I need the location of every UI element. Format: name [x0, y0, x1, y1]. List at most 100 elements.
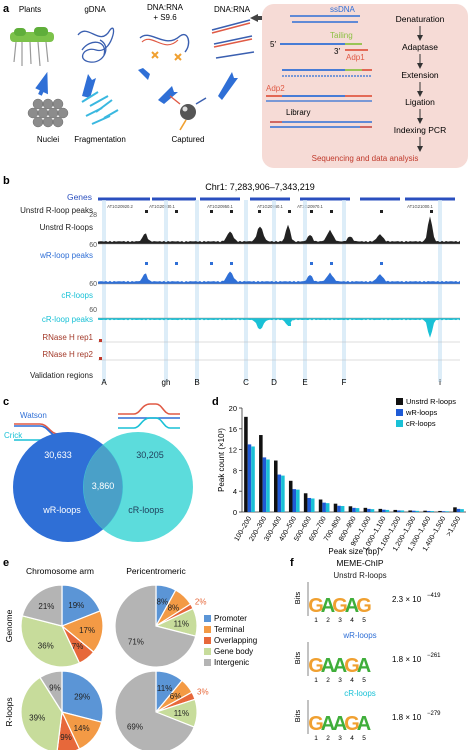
gene-name: AT1G20960.1 — [257, 204, 283, 209]
bar — [251, 446, 255, 512]
pie-slice-label: 8% — [168, 603, 180, 612]
track-label: RNase H rep2 — [42, 350, 93, 359]
motif-position: 3 — [338, 617, 342, 624]
strand-diagram-right — [118, 403, 180, 429]
pie-slice-label: 71% — [128, 638, 144, 647]
panel-f-label: f — [290, 557, 294, 569]
pie-slice-label: 3% — [197, 688, 209, 697]
bar — [400, 510, 405, 512]
bar — [348, 506, 353, 512]
plant-illustration — [10, 27, 54, 67]
peak-marker — [175, 210, 178, 213]
step-s96: + S9.6 — [153, 13, 177, 22]
gene-track: AT1G20920.2 AT1G20930.1 AT1G20950.1 AT1G209… — [98, 197, 455, 209]
motif-letter: A — [321, 655, 335, 677]
motif-position: 4 — [350, 617, 354, 624]
library-ssdna: ssDNA — [330, 5, 356, 14]
peak-marker — [380, 210, 383, 213]
library-prep-box — [262, 4, 468, 168]
validation-region-band — [303, 200, 307, 382]
peak-marker — [430, 323, 433, 326]
process-arrows — [35, 68, 238, 104]
motif-letter: A — [333, 713, 347, 735]
bar — [277, 474, 282, 512]
bar — [259, 435, 263, 512]
bar — [247, 444, 252, 512]
validation-region-label: B — [194, 378, 199, 387]
bar — [318, 499, 323, 512]
legend-swatch — [396, 420, 403, 427]
motif-position: 5 — [362, 677, 366, 684]
bar — [288, 480, 293, 512]
bar — [340, 506, 345, 512]
legend-swatch — [396, 409, 403, 416]
library-adp2: Adp2 — [266, 84, 285, 93]
bar — [355, 508, 360, 512]
venn-left-name: wR-loops — [42, 505, 81, 515]
validation-region-band — [102, 200, 106, 382]
flow-adaptase: Adaptase — [402, 42, 438, 52]
step-gdna: gDNA — [84, 5, 106, 14]
bits-label: Bits — [293, 592, 302, 605]
gdna-tangle-icon — [77, 27, 115, 63]
y-tick-label: 20 — [229, 404, 237, 413]
pie-slice — [20, 676, 63, 750]
motif-position: 5 — [362, 735, 366, 742]
track-label: Unstrd R-loops — [40, 223, 93, 232]
validation-region-band — [272, 200, 276, 382]
y-tick-label: 0 — [233, 508, 237, 517]
pie-slice — [39, 670, 63, 715]
legend-label: Intergenic — [214, 658, 249, 667]
bar — [411, 510, 416, 512]
gene-name: AT1G20920.2 — [107, 204, 133, 209]
bar — [274, 460, 278, 512]
motif-position: 1 — [314, 735, 318, 742]
legend-label: Unstrd R-loops — [406, 397, 456, 406]
motif-position: 4 — [350, 735, 354, 742]
peak-marker — [330, 210, 333, 213]
genome-browser-title: Chr1: 7,283,906–7,343,219 — [205, 182, 315, 192]
y-tick-label: 12 — [229, 446, 237, 455]
bar — [408, 510, 412, 512]
pie-slice — [114, 584, 197, 668]
legend-swatch — [204, 648, 211, 655]
panel-b-label: b — [3, 175, 10, 187]
peak-marker — [310, 262, 313, 265]
validation-region-band — [164, 200, 168, 382]
bar — [456, 508, 461, 512]
bar — [244, 416, 248, 512]
pie-slice — [56, 709, 81, 750]
bar — [325, 503, 330, 512]
browser-tracks: Unstrd R-loop peaks Unstrd R-loops wR-loop… — [20, 200, 460, 387]
peak-marker — [175, 262, 178, 265]
track-label: RNase H rep1 — [42, 333, 93, 342]
pie-slice-label: 69% — [127, 722, 143, 731]
motif-letter: G — [308, 713, 324, 735]
bar — [460, 509, 464, 512]
motif-name: wR-loops — [342, 631, 376, 640]
motif-name: cR-loops — [344, 689, 376, 698]
motif-position: 2 — [326, 617, 330, 624]
col-title-arm: Chromosome arm — [26, 566, 94, 576]
motif-position: 4 — [350, 677, 354, 684]
pie-slice-label: 9% — [49, 684, 61, 693]
dnarna-strands-icon — [211, 19, 255, 59]
motif-letter: G — [308, 655, 324, 677]
peak-marker — [258, 323, 261, 326]
track-label: wR-loop peaks — [39, 251, 93, 260]
pie-slice-label: 6% — [170, 692, 182, 701]
bar — [307, 497, 311, 512]
bar — [262, 457, 267, 512]
peak-marker — [330, 262, 333, 265]
motif-letter: G — [344, 713, 360, 735]
motif-letter: A — [357, 713, 371, 735]
motif-evalue-exponent: −261 — [427, 653, 441, 659]
venn-overlap — [83, 445, 123, 529]
pie-slice-label: 7% — [72, 642, 84, 651]
signal-track — [98, 271, 460, 284]
track-scale: 28 — [89, 212, 97, 219]
library-adp1: Adp1 — [346, 53, 365, 62]
legend-label: Promoter — [214, 614, 247, 623]
